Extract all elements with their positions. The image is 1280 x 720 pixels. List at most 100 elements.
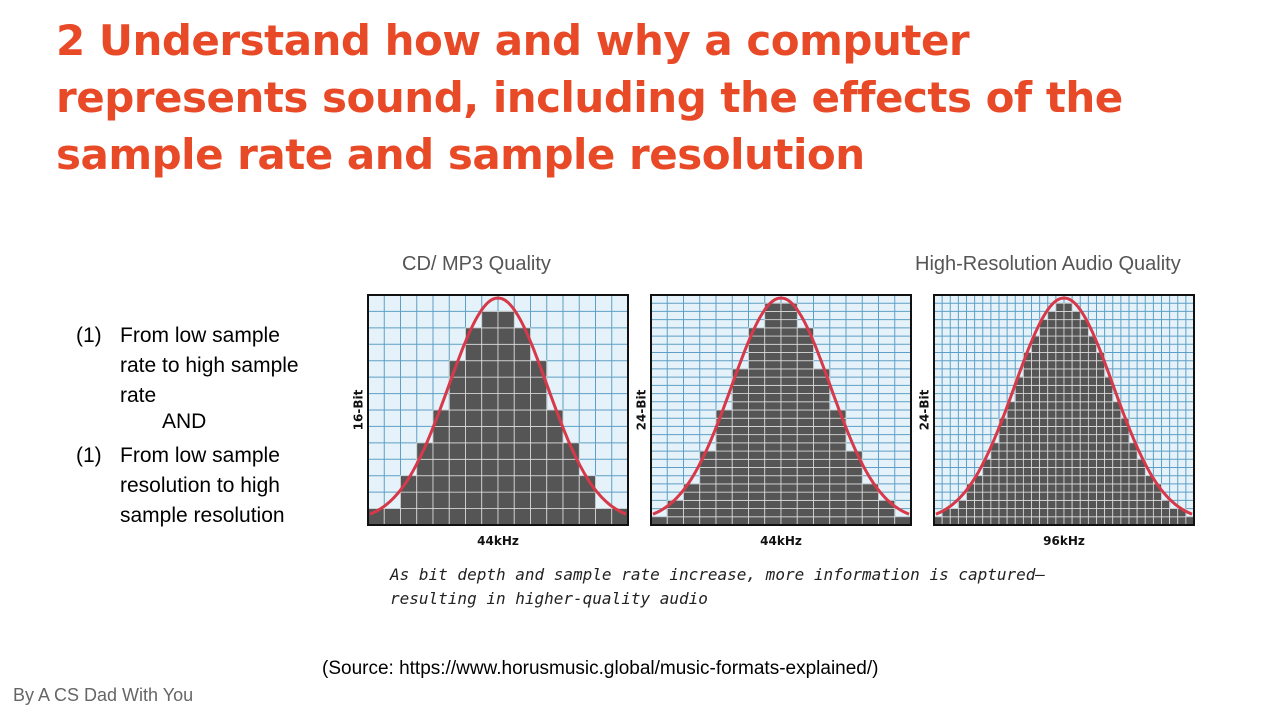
sample-cell [957,499,967,509]
sample-cell [731,491,749,501]
sample-cell [1039,491,1049,501]
sample-cell [1014,516,1024,526]
sample-cell [990,483,1000,493]
sample-cell [1120,434,1130,444]
sample-cell [465,458,483,477]
sample-cell [1031,417,1041,427]
sample-cell [481,327,499,345]
sample-cell [1071,319,1081,329]
sample-cell [1063,450,1073,460]
sample-cell [845,475,863,485]
sample-cell [974,499,984,509]
sample-cell [448,409,466,427]
sample-cell [764,376,782,386]
sample-cell [1014,401,1024,411]
panel: 24-Bit 96kHz [918,294,1195,548]
sample-cell [764,458,782,468]
sample-cell [780,393,798,403]
sample-cell [497,393,515,411]
sample-cell [780,516,798,526]
sample-cell [1104,434,1114,444]
sample-cell [1039,343,1049,353]
sample-cell [845,491,863,501]
sample-cell [1071,483,1081,493]
sample-cell [1128,450,1138,460]
sample-cell [432,475,450,493]
sample-cell [813,491,831,501]
sample-cell [796,376,814,386]
sample-cell [1120,483,1130,493]
sample-cell [1047,499,1057,509]
sample-cell [1039,475,1049,485]
sample-cell [497,508,515,526]
sample-cell [1120,450,1130,460]
sample-cell [813,401,831,411]
sample-cell [546,491,564,509]
sample-cell [432,442,450,460]
sample-cell [1071,311,1081,321]
sample-cell [813,426,831,436]
sample-cell [1071,417,1081,427]
sample-cell [764,409,782,419]
sample-cell [1079,401,1089,411]
sample-cell [1096,426,1106,436]
sample-cell [1079,475,1089,485]
sample-cell [1022,483,1032,493]
sample-cell [1047,508,1057,518]
panel-border [933,294,1195,526]
sample-cell [829,458,847,468]
sample-cell [1055,426,1065,436]
panel: 16-Bit 44kHz [352,294,629,548]
sample-cell [1047,516,1057,526]
sample-cell [748,393,766,403]
sample-cell [1031,467,1041,477]
sample-cell [796,384,814,394]
sample-cell [1022,401,1032,411]
sample-cell [1039,426,1049,436]
sample-cell [1079,516,1089,526]
sample-cell [432,508,450,526]
sample-cell [1071,368,1081,378]
sample-cell [1063,319,1073,329]
sample-cell [1087,401,1097,411]
sample-cell [1006,475,1016,485]
footer: By A CS Dad With You [13,685,194,705]
sample-cell [497,491,515,509]
sample-cell [1063,426,1073,436]
connector: AND [162,410,207,433]
sample-cell [715,426,733,436]
sample-cell [748,426,766,436]
sample-cell [748,401,766,411]
sample-cell [1055,467,1065,477]
sample-cell [1096,467,1106,477]
sample-cell [416,508,434,526]
sample-cell [1055,442,1065,452]
sample-cell [1047,426,1057,436]
list-text: From low sample rate to high sample rate [120,324,299,407]
sample-cell [1071,409,1081,419]
sample-cell [1079,483,1089,493]
sample-cell [982,499,992,509]
sample-cell [1006,409,1016,419]
sample-cell [764,393,782,403]
sample-cell [1031,360,1041,370]
sample-cell [1079,352,1089,362]
sample-cell [957,516,967,526]
sample-cell [878,508,896,518]
sample-cell [416,475,434,493]
sample-cell [1136,491,1146,501]
sample-cell [465,409,483,427]
sample-cell [731,483,749,493]
sample-cell [813,368,831,378]
sample-cell [748,508,766,518]
sample-cell [530,393,548,411]
sample-cell [731,409,749,419]
sample-cell [764,335,782,345]
caption-line: resulting in higher-quality audio [390,589,708,608]
sample-cell [1071,442,1081,452]
sample-cell [513,343,531,362]
sample-cell [513,475,531,493]
sample-cell [780,343,798,353]
sample-cell [1063,376,1073,386]
